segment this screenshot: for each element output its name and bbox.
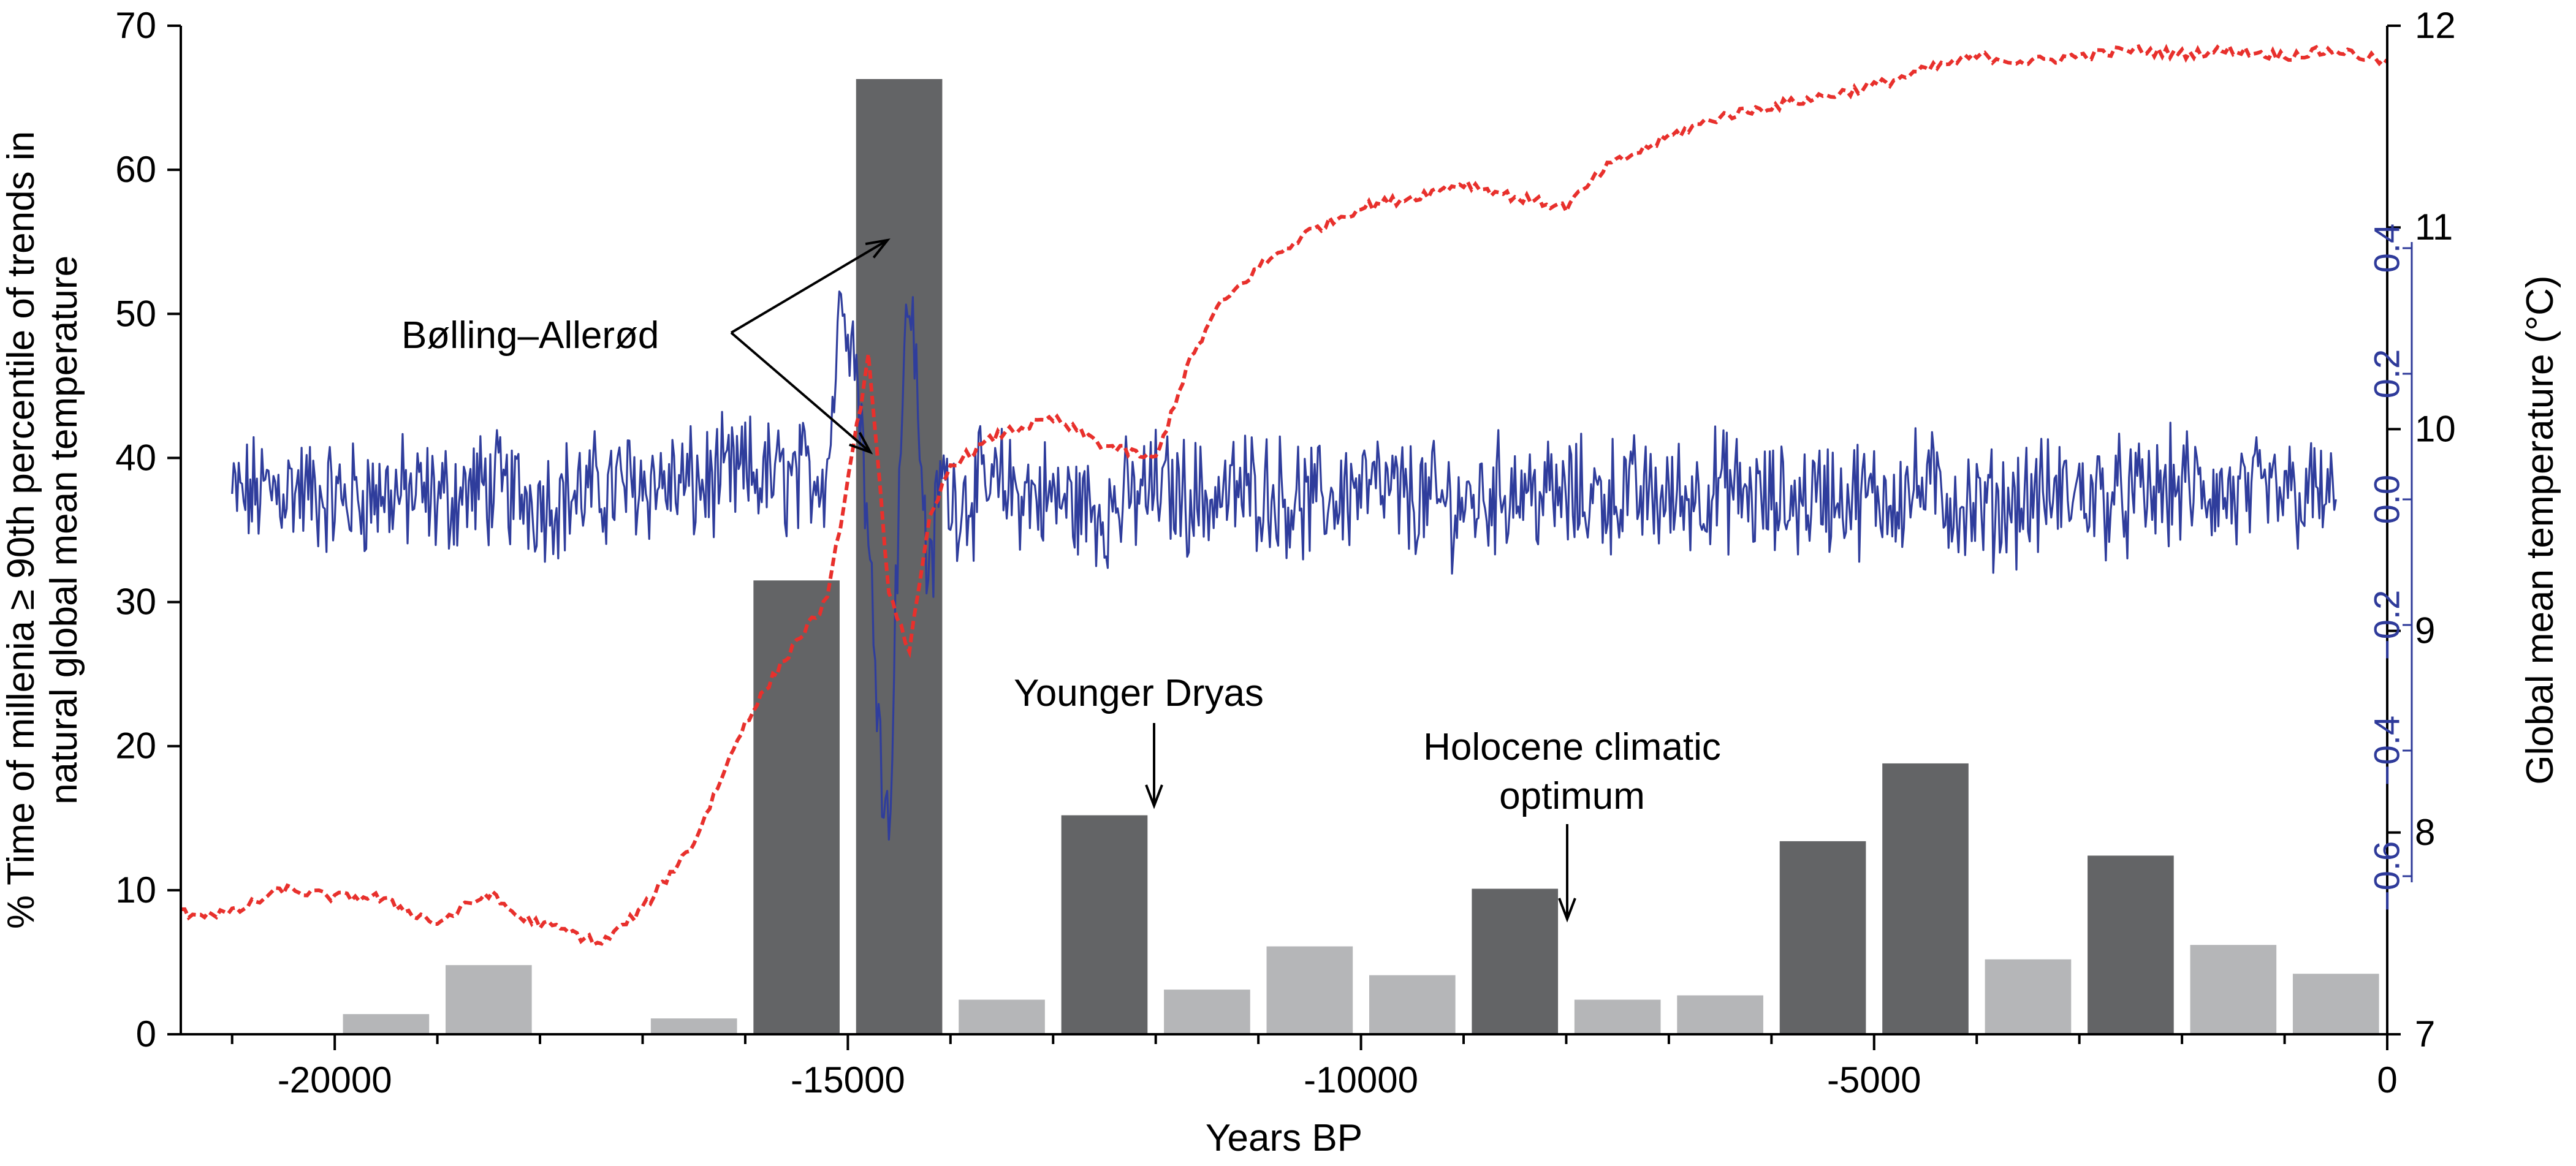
bar [1266,946,1353,1034]
y-left-tick-label: 50 [115,293,156,334]
bar [1779,841,1866,1034]
y-left-axis-title-line: % Time of millenia ≥ 90th percentile of … [0,131,42,929]
y-right-tick-label: 9 [2415,610,2435,651]
annotation-holocene-line-2: optimum [1499,775,1645,817]
bar [2190,945,2277,1034]
inset-tick-label: 0.0 [2368,475,2407,524]
y-right-tick-label: 7 [2415,1013,2435,1054]
arrow-head [865,238,891,259]
arrow-head [1145,784,1163,809]
y-left-axis-title: % Time of millenia ≥ 90th percentile of … [0,131,85,929]
bar [343,1014,430,1034]
arrow-head [1558,898,1576,923]
bar [2088,855,2174,1034]
inset-tick-label: −0.4 [2368,716,2407,786]
annotation-arrow [730,331,872,453]
bar [1985,959,2072,1034]
bar [753,580,840,1034]
y-left-tick-label: 0 [136,1013,156,1054]
bar-group [343,79,2379,1035]
y-left-tick-label: 40 [115,437,156,478]
y-left-tick-label: 30 [115,581,156,623]
y-left-tick-label: 70 [115,5,156,46]
y-left-tick-label: 20 [115,725,156,767]
y-right-tick-label: 10 [2415,408,2456,449]
annotation-bolling-allerod: Bølling–Allerød [401,314,659,357]
bar [1369,975,1456,1034]
y-left-tick-label: 10 [115,869,156,910]
x-tick-label: -20000 [278,1059,392,1100]
axes: 0 10 20 30 40 50 60 70 7 8 9 10 11 12 -20000 -15000 -100… [0,5,2561,1159]
bar [1882,763,1969,1034]
bar [1472,888,1559,1034]
bar [446,965,532,1034]
bar [959,999,1045,1034]
x-tick-label: -15000 [791,1059,905,1100]
annotation-holocene-line-1: Holocene climatic [1423,726,1721,768]
bar [1677,995,1763,1034]
temperature-series [180,42,2388,948]
inset-series [231,290,2337,841]
x-tick-label: 0 [2377,1059,2397,1100]
y-right-tick-label: 8 [2415,812,2435,853]
bar [1061,815,1148,1034]
inset-tick-label: 0.4 [2368,224,2407,273]
bar [1164,990,1250,1034]
bar [650,1018,737,1034]
inset-tick-label: 0.2 [2368,349,2407,399]
inset-tick-label: −0.6 [2368,841,2407,912]
y-left-tick-label: 60 [115,149,156,190]
x-tick-label: -5000 [1827,1059,1921,1100]
annotations: Bølling–Allerød Younger Dryas Holocene cli… [401,238,1721,923]
annotation-arrow [730,239,889,334]
annotation-younger-dryas: Younger Dryas [1014,672,1264,714]
inset-tick-label: −0.2 [2368,590,2407,661]
y-right-tick-label: 11 [2415,206,2453,248]
y-right-tick-label: 12 [2415,5,2456,46]
bar [2292,974,2379,1034]
trend-line [231,290,2337,841]
bar [1574,999,1661,1034]
x-tick-label: -10000 [1304,1059,1418,1100]
y-left-axis-title-line: natural global mean temperature [43,256,85,804]
y-right-axis-title: Global mean temperature (°C) [2519,275,2561,784]
x-axis-title: Years BP [1206,1117,1362,1159]
arrow-head [849,432,873,455]
temperature-line [180,42,2388,948]
